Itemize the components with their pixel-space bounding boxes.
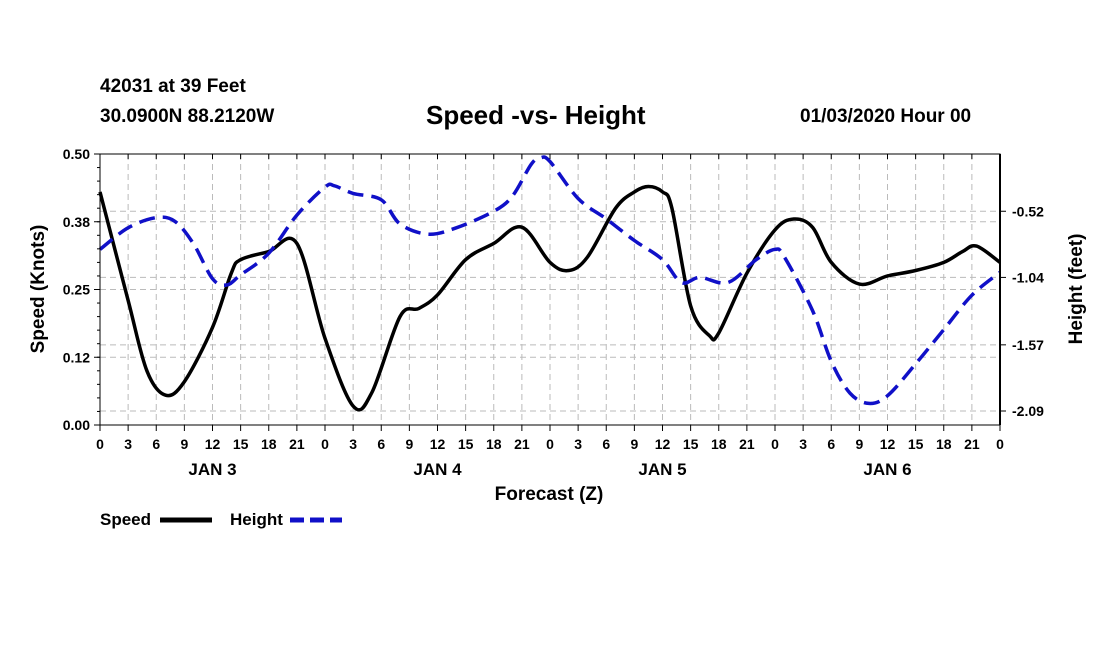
height-series-line [98, 155, 1002, 406]
x-tick-label: 6 [827, 436, 835, 452]
x-tick-label: 21 [514, 436, 530, 452]
x-axis-title: Forecast (Z) [495, 484, 604, 505]
x-tick-label: 15 [458, 436, 474, 452]
x-tick-label: 9 [405, 436, 413, 452]
x-tick-label: 0 [771, 436, 779, 452]
x-tick-label: 3 [124, 436, 132, 452]
x-tick-label: 0 [546, 436, 554, 452]
x-tick-label: 18 [711, 436, 727, 452]
x-tick-label: 12 [205, 436, 221, 452]
x-tick-label: 21 [964, 436, 980, 452]
station-label: 42031 at 39 Feet [100, 76, 246, 97]
x-tick-label: 21 [289, 436, 305, 452]
day-label: JAN 4 [413, 460, 462, 479]
y-left-tick-label: 0.00 [63, 417, 90, 433]
series-layer [98, 155, 1002, 412]
day-label: JAN 5 [638, 460, 686, 479]
legend-height-label: Height [230, 510, 283, 529]
x-tick-label: 0 [96, 436, 104, 452]
location-label: 30.0900N 88.2120W [100, 106, 275, 127]
day-label: JAN 3 [188, 460, 236, 479]
speed-series-line [98, 184, 1002, 412]
legend: Speed Height [100, 510, 342, 529]
y-axis-left-title: Speed (Knots) [28, 225, 49, 354]
x-tick-label: 9 [630, 436, 638, 452]
day-label: JAN 6 [863, 460, 911, 479]
x-tick-label: 15 [233, 436, 249, 452]
x-tick-label: 21 [739, 436, 755, 452]
x-tick-label: 12 [880, 436, 896, 452]
y-left-tick-label: 0.12 [63, 349, 90, 365]
y-left-tick-label: 0.38 [63, 214, 90, 230]
axis-labels: Forecast (Z) Speed (Knots) Height (feet)… [28, 146, 1087, 505]
x-tick-label: 9 [180, 436, 188, 452]
date-label: 01/03/2020 Hour 00 [800, 106, 972, 127]
axes [94, 153, 1006, 431]
x-tick-label: 3 [574, 436, 582, 452]
x-tick-label: 3 [349, 436, 357, 452]
x-tick-label: 3 [799, 436, 807, 452]
x-tick-label: 15 [908, 436, 924, 452]
legend-speed-label: Speed [100, 510, 151, 529]
x-tick-label: 0 [321, 436, 329, 452]
grid [100, 154, 1000, 425]
y-right-tick-label: -1.04 [1012, 269, 1044, 285]
x-tick-label: 18 [261, 436, 277, 452]
x-tick-label: 6 [152, 436, 160, 452]
y-right-tick-label: -0.52 [1012, 203, 1044, 219]
x-tick-label: 6 [377, 436, 385, 452]
x-tick-label: 18 [936, 436, 952, 452]
y-right-tick-label: -2.09 [1012, 403, 1044, 419]
x-tick-label: 12 [430, 436, 446, 452]
y-left-tick-label: 0.25 [63, 282, 90, 298]
chart-title: Speed -vs- Height [426, 100, 646, 130]
x-tick-label: 0 [996, 436, 1004, 452]
y-axis-right-title: Height (feet) [1066, 234, 1087, 345]
y-right-tick-label: -1.57 [1012, 337, 1044, 353]
x-tick-label: 9 [855, 436, 863, 452]
x-tick-label: 12 [655, 436, 671, 452]
x-tick-label: 18 [486, 436, 502, 452]
x-tick-label: 6 [602, 436, 610, 452]
y-left-tick-label: 0.50 [63, 146, 90, 162]
x-tick-label: 15 [683, 436, 699, 452]
